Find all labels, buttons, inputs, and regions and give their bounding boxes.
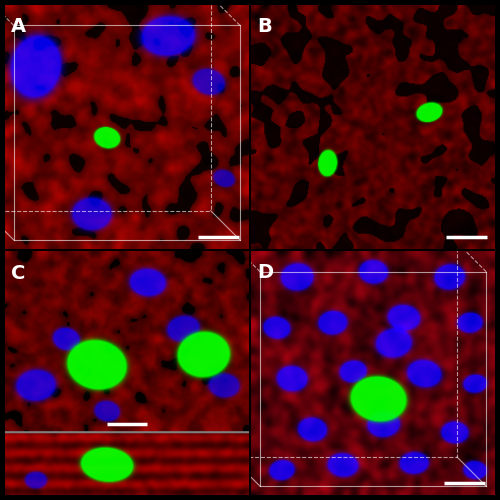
Text: D: D <box>258 264 274 282</box>
Text: B: B <box>258 17 272 36</box>
Text: A: A <box>11 17 26 36</box>
Text: C: C <box>11 264 26 282</box>
